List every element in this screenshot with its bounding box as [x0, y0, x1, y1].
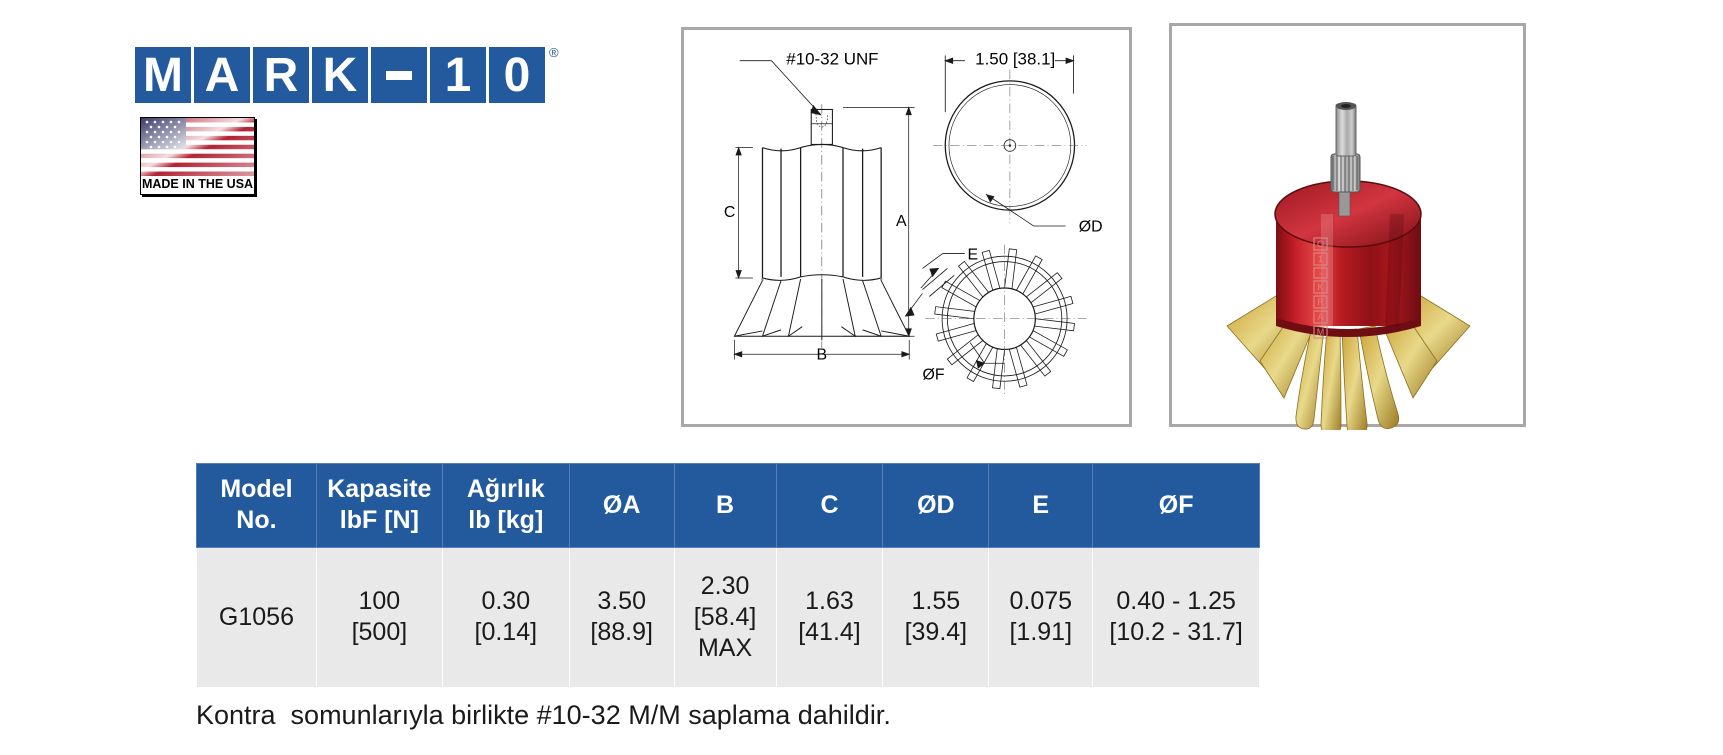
- svg-text:#10-32 UNF: #10-32 UNF: [786, 49, 878, 68]
- svg-text:1: 1: [1318, 254, 1323, 264]
- svg-text:A: A: [1317, 312, 1323, 322]
- svg-text:E: E: [968, 246, 979, 263]
- svg-text:-: -: [1319, 268, 1322, 278]
- svg-text:A: A: [896, 213, 907, 230]
- svg-text:M: M: [1317, 327, 1325, 337]
- svg-text:ØF: ØF: [922, 367, 944, 384]
- svg-text:ØD: ØD: [1079, 218, 1103, 235]
- svg-text:K: K: [1317, 282, 1323, 292]
- svg-text:O: O: [1317, 239, 1324, 249]
- svg-text:B: B: [817, 347, 828, 364]
- svg-text:C: C: [724, 204, 735, 221]
- svg-text:R: R: [1317, 297, 1324, 307]
- svg-text:1.50 [38.1]: 1.50 [38.1]: [975, 49, 1055, 68]
